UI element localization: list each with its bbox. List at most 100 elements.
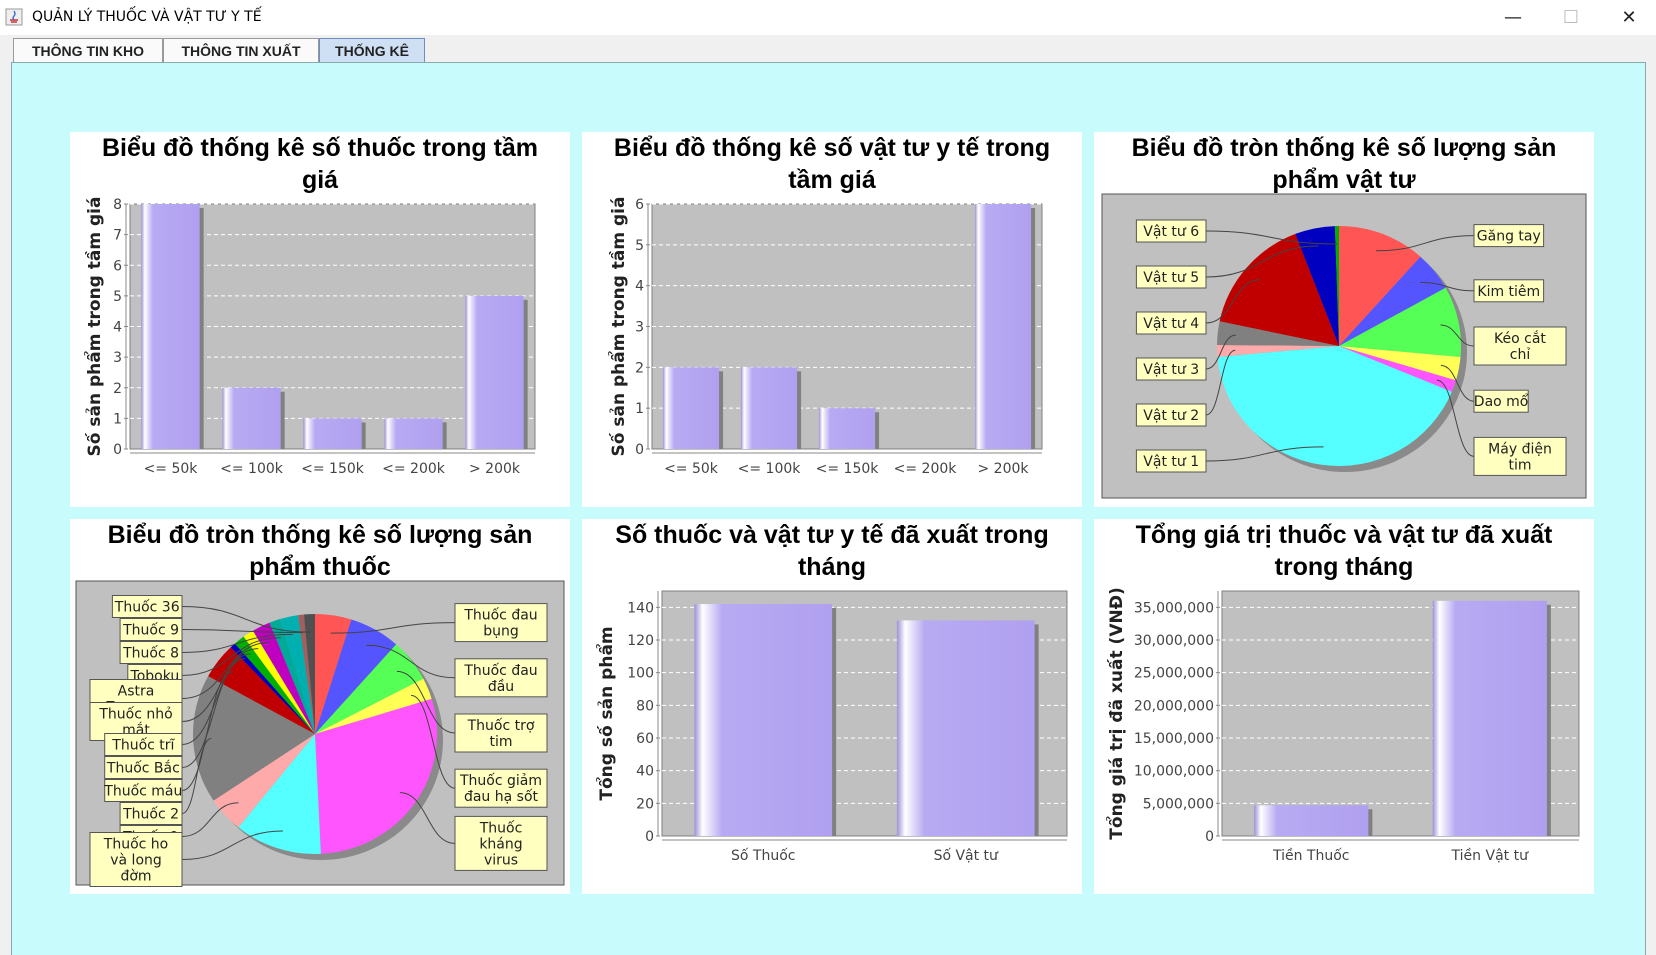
bar [465, 295, 524, 449]
tab-thong-ke[interactable]: THỐNG KÊ [319, 38, 425, 62]
pie-label-link [1440, 364, 1475, 402]
pie-label: Thuốc 2 [122, 806, 179, 823]
pie-slice [1217, 321, 1339, 346]
chart-panel-supply-pie: Biểu đồ tròn thống kê số lượng sản phẩm v… [1094, 132, 1594, 507]
y-tick-label: 25,000,000 [1134, 666, 1214, 682]
tab-thong-tin-xuat[interactable]: THÔNG TIN XUẤT [163, 38, 319, 62]
y-axis-label: Tổng giá trị đã xuất (VNĐ) [1105, 587, 1127, 839]
chart-title: Biểu đồ thống kê số vật tư y tế trong tầm… [613, 134, 1051, 194]
pie-label-box [1473, 436, 1567, 476]
pie-label-box [1473, 389, 1529, 413]
pie-label: Vật tư 2 [1143, 408, 1199, 424]
pie-label: Máy điện [1488, 441, 1552, 457]
pie-slice [315, 619, 397, 734]
pie-label: virus [484, 852, 518, 868]
x-tick-label: Tiền Thuốc [1272, 847, 1350, 864]
x-tick-label: Tiền Vật tư [1451, 847, 1530, 864]
pie-label-box [454, 768, 548, 808]
pie-label-box [454, 713, 548, 753]
pie-label: tim [489, 734, 512, 750]
pie-label: Thuốc trợ [467, 717, 535, 734]
pie-label: Thuốc đau [463, 607, 537, 624]
pie-slice [279, 615, 315, 734]
y-axis-label: Số sản phẩm trong tầm giá [607, 197, 629, 457]
pie-label: Vật tư 3 [1143, 362, 1199, 378]
pie-label-link [181, 671, 233, 791]
y-tick-label: 4 [635, 279, 644, 295]
pie-label-box [104, 733, 183, 756]
pie-slice [208, 647, 315, 734]
pie-slice [238, 734, 321, 854]
pie-label: Thuốc máu [103, 783, 182, 800]
pie-label: Thuốc đau [463, 662, 537, 679]
bar [818, 408, 876, 449]
pie-label-box [1135, 265, 1207, 289]
bar [694, 604, 833, 836]
pie-slice [213, 734, 315, 828]
window-title: QUẢN LÝ THUỐC VÀ VẬT TƯ Y TẾ [32, 9, 262, 25]
y-tick-label: 35,000,000 [1134, 600, 1214, 616]
pie-label-link [410, 694, 456, 789]
x-tick-label: <= 100k [738, 461, 802, 477]
x-tick-label: <= 50k [144, 461, 199, 477]
chart-panel-exported-value: Tổng giá trị thuốc và vật tư đã xuất tron… [1094, 519, 1594, 894]
pie-label-box [1473, 224, 1545, 248]
chart-panel-supply-price: Biểu đồ thống kê số vật tư y tế trong tầm… [582, 132, 1082, 507]
maximize-button[interactable]: ☐ [1542, 0, 1600, 35]
pie-label-link [181, 633, 293, 653]
pie-slice [1339, 346, 1456, 392]
tab-thong-tin-kho[interactable]: THÔNG TIN KHO [13, 38, 163, 62]
pie-slice [315, 614, 352, 734]
pie-label: đau hạ sốt [464, 788, 539, 805]
pie-label: Vật tư 1 [1143, 454, 1199, 470]
pie-label-box [104, 756, 183, 779]
pie-label: Kéo cắt [1494, 330, 1546, 347]
pie-label-box [1135, 311, 1207, 335]
pie-slice [230, 643, 315, 734]
x-tick-label: > 200k [977, 461, 1029, 477]
pie-slice [1217, 345, 1339, 357]
pie-label: Thuốc [479, 819, 523, 836]
bar [974, 204, 1032, 449]
close-button[interactable]: ✕ [1600, 0, 1656, 35]
pie-label-link [399, 792, 456, 844]
pie-label: Thuốc trĩ [111, 737, 175, 754]
pie-label-box [89, 832, 183, 887]
pie-label: Kim tiêm [1477, 284, 1540, 300]
bar [896, 620, 1035, 836]
y-tick-label: 7 [113, 228, 122, 244]
pie-slice [315, 678, 432, 734]
pie-label-box [1135, 219, 1207, 243]
y-tick-label: 3 [113, 350, 122, 366]
x-tick-label: <= 200k [894, 461, 958, 477]
y-tick-label: 1 [113, 411, 122, 427]
minimize-button[interactable]: — [1484, 0, 1542, 35]
bar [740, 367, 798, 449]
y-tick-label: 0 [1205, 829, 1214, 845]
java-app-icon [5, 8, 23, 26]
pie-label: Găng tay [1477, 229, 1541, 245]
pie-label-box [119, 641, 183, 664]
pie-label-box [454, 815, 548, 871]
supply-price-bar-chart: 0 1 2 3 4 5 6 <= 50k <= 100k <= 150k <= 200k > 200k… [607, 197, 1043, 477]
y-tick-label: 5 [635, 238, 644, 254]
pie-label-link [181, 642, 270, 699]
y-tick-label: 5,000,000 [1143, 796, 1214, 812]
chart-title: Tổng giá trị thuốc và vật tư đã xuất tron… [1135, 521, 1553, 581]
chart-panel-medicine-price: Biểu đồ thống kê số thuốc trong tầm giá 0… [70, 132, 570, 507]
bar [384, 418, 443, 449]
bar [1254, 805, 1369, 836]
y-tick-label: 6 [635, 197, 644, 213]
pie-label-link [1420, 281, 1475, 292]
pie-label-link [366, 644, 456, 679]
pie-label: chỉ [1510, 347, 1531, 363]
pie-label: Thuốc 8 [122, 645, 179, 662]
pie-label: Thuốc Bắc [106, 760, 180, 777]
pie-slice [243, 630, 315, 734]
y-tick-label: 80 [636, 698, 654, 714]
chart-title: Số thuốc và vật tư y tế đã xuất trong thá… [615, 521, 1049, 581]
y-tick-label: 15,000,000 [1134, 731, 1214, 747]
pie-label-box [454, 658, 548, 698]
pie-label-box [1135, 357, 1207, 381]
bar [303, 418, 362, 449]
